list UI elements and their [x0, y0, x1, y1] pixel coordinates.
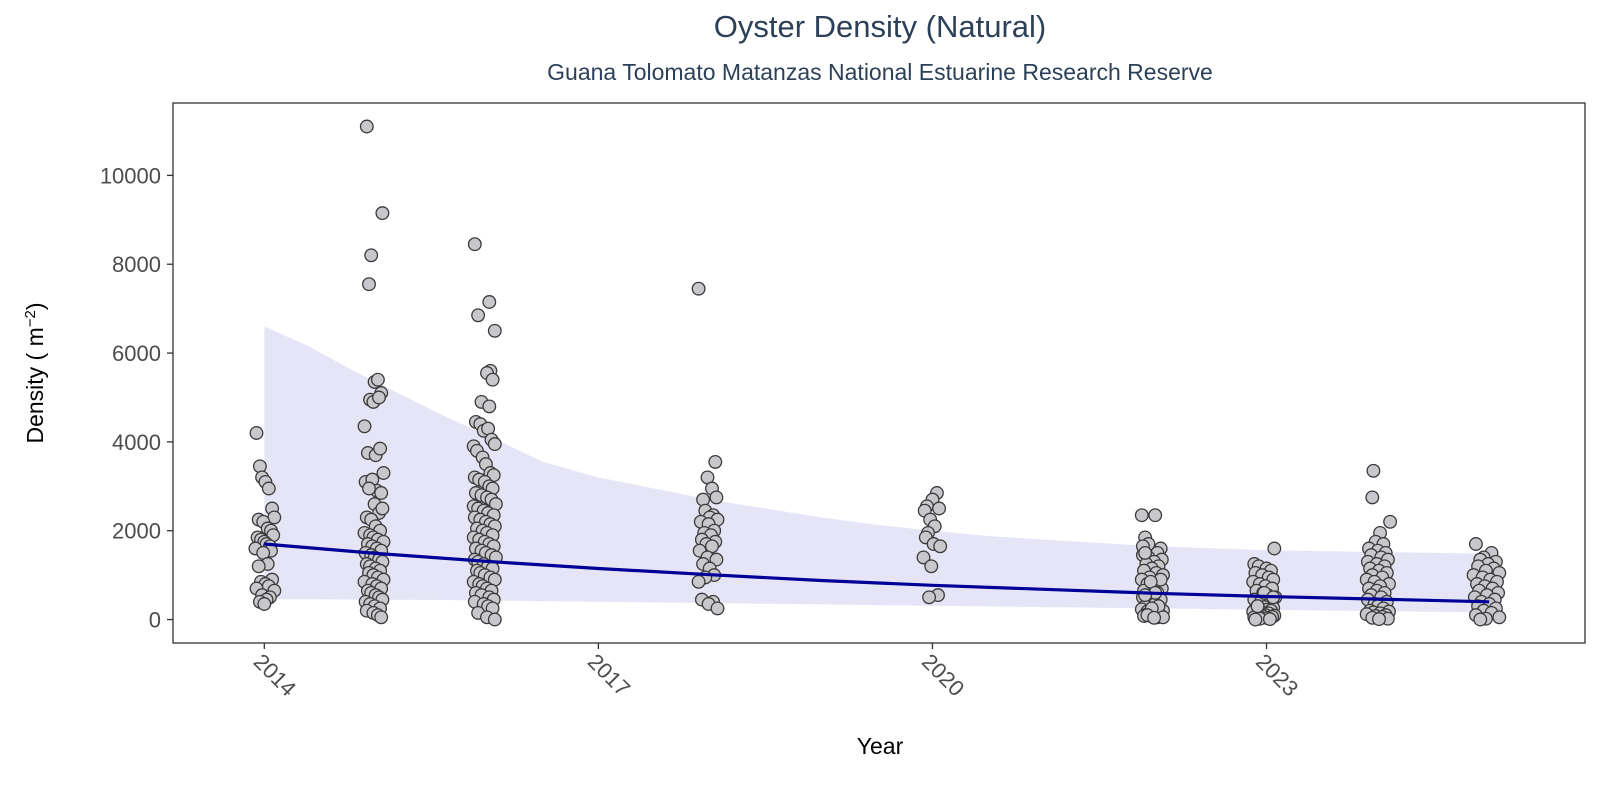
data-point [1248, 612, 1263, 627]
y-axis-title-close: ) [22, 302, 48, 310]
point-group [1134, 508, 1170, 625]
point-group [248, 426, 282, 611]
data-point [257, 597, 272, 611]
x-tick-label: 2023 [1251, 649, 1303, 701]
data-point [1492, 610, 1507, 625]
data-point [1138, 545, 1153, 560]
data-point [1267, 541, 1282, 556]
data-point [691, 281, 706, 296]
data-point [362, 277, 376, 292]
y-tick-label: 2000 [112, 519, 161, 544]
data-point [696, 492, 711, 507]
panel-border [172, 102, 1586, 644]
x-tick-label: 2020 [917, 649, 969, 701]
data-point [1366, 463, 1381, 478]
y-tick-label: 10000 [100, 163, 161, 188]
data-point [709, 490, 724, 505]
data-point [1383, 514, 1398, 529]
data-point [261, 481, 276, 496]
data-point [375, 206, 390, 221]
data-point [1148, 508, 1163, 523]
x-axis: 2014 2017 2020 2023 [249, 643, 1303, 701]
point-group [1466, 537, 1507, 627]
data-point [932, 501, 947, 516]
data-point [252, 459, 267, 474]
data-point [916, 550, 931, 565]
data-point [1147, 610, 1162, 625]
data-point [1262, 612, 1277, 627]
y-tick-label: 4000 [112, 430, 161, 455]
data-point [467, 237, 482, 252]
data-point [471, 308, 486, 323]
data-point [1468, 537, 1483, 551]
point-group [466, 237, 503, 627]
data-point [1372, 612, 1386, 627]
chart-subtitle: Guana Tolomato Matanzas National Estuari… [547, 59, 1213, 85]
data-point [362, 481, 376, 496]
x-axis-title: Year [857, 733, 904, 759]
data-point [1250, 599, 1265, 614]
data-point [1134, 508, 1149, 523]
data-point [374, 610, 389, 625]
chart-title: Oyster Density (Natural) [714, 9, 1046, 44]
data-point [482, 295, 497, 309]
data-point [691, 574, 706, 589]
data-point [359, 119, 374, 134]
point-group [357, 119, 391, 625]
point-group [691, 281, 725, 616]
data-point [487, 612, 502, 627]
data-point [710, 601, 725, 616]
data-point [251, 559, 266, 574]
y-axis-title-main: Density ( m [22, 327, 48, 443]
data-point [375, 501, 390, 516]
data-point [249, 426, 264, 440]
data-point [372, 390, 386, 405]
y-tick-label: 6000 [112, 341, 161, 366]
data-point [485, 372, 500, 387]
data-point [1473, 612, 1488, 627]
y-axis-title: Density ( m−2) [22, 302, 49, 443]
x-tick-label: 2017 [583, 649, 635, 701]
data-point [924, 559, 939, 574]
plot-area [248, 119, 1507, 627]
data-point [1365, 490, 1380, 505]
data-point [933, 539, 948, 554]
point-group [1359, 463, 1398, 627]
data-point [922, 590, 937, 605]
point-group [916, 486, 948, 605]
y-tick-label: 0 [149, 608, 161, 633]
confidence-ribbon [264, 326, 1490, 613]
data-point [487, 437, 502, 452]
data-point [487, 323, 502, 338]
trend-line [264, 542, 1490, 604]
data-point [374, 486, 389, 500]
data-point [373, 441, 388, 456]
data-point [364, 248, 379, 263]
y-tick-label: 8000 [112, 252, 161, 277]
data-point [1138, 588, 1153, 603]
data-point [357, 419, 372, 434]
data-point [376, 466, 391, 480]
data-point [370, 372, 385, 387]
y-axis: 0 2000 4000 6000 8000 10000 [100, 163, 173, 633]
x-tick-label: 2014 [249, 649, 301, 701]
data-point [482, 399, 497, 414]
y-axis-title-superscript: −2 [22, 310, 39, 327]
data-point [708, 454, 723, 469]
